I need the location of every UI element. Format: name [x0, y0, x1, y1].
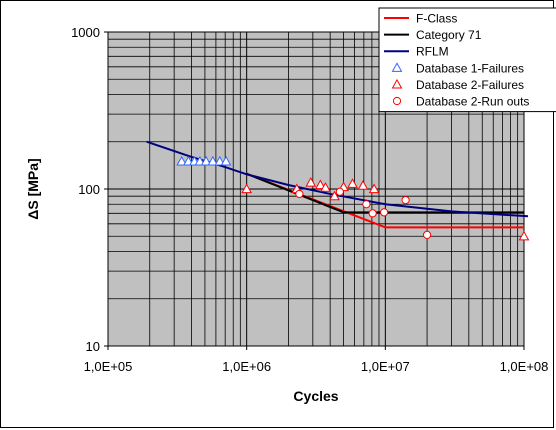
- data-point-database-2-failures: [368, 183, 380, 194]
- legend-item-database-2-run-outs: Database 2-Run outs: [392, 95, 529, 109]
- data-point-database-2-failures: [305, 176, 317, 187]
- data-point-database-1-failures: [176, 155, 188, 166]
- data-point-database-1-failures: [207, 155, 219, 166]
- legend-swatch: [392, 96, 402, 106]
- data-point-database-2-failures: [315, 179, 326, 190]
- data-point-database-2-run-outs: [368, 209, 377, 218]
- series-database-2-run-outs: [295, 187, 432, 240]
- y-axis-title: ΔS [MPa]: [25, 158, 41, 219]
- legend-label: RFLM: [416, 45, 449, 59]
- legend-item-f-class: F-Class: [384, 12, 457, 26]
- legend-box: [378, 7, 556, 113]
- legend-label: Database 1-Failures: [416, 61, 524, 75]
- data-point-database-1-failures: [214, 155, 226, 166]
- legend-item-category-71: Category 71: [384, 28, 482, 42]
- legend-label: Database 2-Failures: [416, 78, 524, 92]
- y-axis-ticks: 10 100 1000: [71, 25, 108, 354]
- data-point-database-2-run-outs: [422, 230, 432, 240]
- y-tick-label: 10: [86, 339, 100, 354]
- data-point-database-2-failures: [320, 182, 331, 192]
- data-point-database-2-failures: [518, 230, 530, 241]
- x-tick-label: 1,0E+05: [84, 359, 133, 374]
- data-point-database-2-run-outs: [401, 195, 410, 205]
- data-point-database-1-failures: [200, 155, 212, 166]
- data-point-database-1-failures: [220, 155, 232, 166]
- legend-label: F-Class: [416, 12, 457, 26]
- series-database-1-failures: [176, 155, 232, 166]
- legend-item-database-2-failures: Database 2-Failures: [391, 78, 524, 92]
- legend: F-Class Category 71 RFLM Database 1-Failure…: [378, 7, 556, 113]
- data-point-database-1-failures: [194, 155, 206, 166]
- series-rflm: [146, 140, 529, 218]
- data-point-database-2-failures: [329, 190, 340, 201]
- data-point-database-2-run-outs: [295, 189, 304, 199]
- legend-label: Database 2-Run outs: [416, 95, 529, 109]
- x-tick-label: 1,0E+06: [222, 359, 271, 374]
- series-line-rflm: [146, 140, 529, 218]
- data-point-database-2-failures: [347, 178, 358, 188]
- series-layer: [146, 140, 530, 241]
- data-point-database-2-run-outs: [335, 187, 344, 196]
- data-point-database-2-run-outs: [380, 208, 389, 217]
- x-axis-title: Cycles: [293, 388, 338, 404]
- legend-swatch: [391, 78, 403, 89]
- x-axis-ticks: 1,0E+05 1,0E+06 1,0E+07 1,0E+08: [84, 346, 549, 374]
- x-tick-label: 1,0E+08: [500, 359, 549, 374]
- legend-label: Category 71: [416, 28, 482, 42]
- data-point-database-2-failures: [357, 180, 369, 190]
- data-point-database-2-failures: [241, 183, 253, 194]
- y-tick-label: 1000: [71, 25, 100, 40]
- y-tick-label: 100: [78, 182, 100, 197]
- legend-item-database-1-failures: Database 1-Failures: [391, 61, 524, 75]
- legend-swatch: [391, 62, 403, 72]
- x-tick-label: 1,0E+07: [361, 359, 410, 374]
- legend-item-rflm: RFLM: [384, 45, 449, 59]
- data-point-database-2-run-outs: [362, 200, 371, 209]
